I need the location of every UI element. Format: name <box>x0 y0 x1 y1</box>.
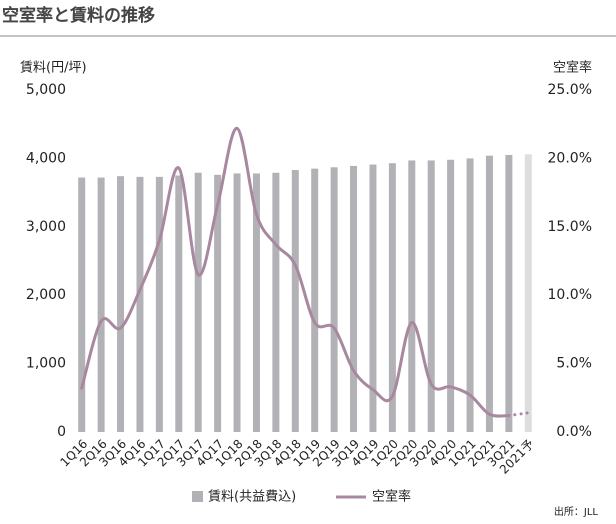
legend-label: 空室率 <box>372 489 411 505</box>
y-tick-label: 3,000 <box>26 219 66 235</box>
bar <box>447 159 455 432</box>
y-tick-label: 4,000 <box>26 150 66 166</box>
bar <box>136 176 144 432</box>
bar <box>388 163 396 433</box>
bar <box>466 158 474 432</box>
bar <box>427 160 435 432</box>
y-tick-label: 5,000 <box>26 82 66 98</box>
bar <box>408 160 416 432</box>
source: 出所：JLL <box>554 505 599 518</box>
y2-tick-label: 5.0% <box>556 356 592 372</box>
y-tick-label: 2,000 <box>26 287 66 303</box>
line <box>507 411 530 418</box>
bar <box>272 172 280 432</box>
bar <box>78 177 86 432</box>
y2-tick-label: 0.0% <box>556 424 592 440</box>
bar <box>524 154 532 432</box>
bar <box>214 174 222 433</box>
bar <box>291 170 299 432</box>
y2-tick-label: 20.0% <box>548 150 592 166</box>
bar <box>350 165 358 432</box>
bar <box>485 155 493 432</box>
chart-title: 空室率と賃料の推移 <box>2 5 155 26</box>
bar <box>194 172 202 432</box>
line <box>80 126 511 418</box>
bar <box>175 175 183 432</box>
bar <box>233 173 241 432</box>
bar <box>330 167 338 433</box>
bar <box>117 176 125 432</box>
bar <box>311 168 319 432</box>
bar <box>505 154 513 433</box>
legend-label: 賃料(共益費込) <box>208 490 296 505</box>
legend-swatch <box>192 491 203 502</box>
y-axis-label: 賃料(円/坪) <box>20 61 87 76</box>
y-tick-label: 0 <box>57 424 66 440</box>
bar <box>155 176 163 432</box>
y2-tick-label: 10.0% <box>548 287 592 303</box>
bar <box>97 177 105 432</box>
y2-tick-label: 25.0% <box>548 82 592 98</box>
y-tick-label: 1,000 <box>26 356 66 372</box>
y2-axis-label: 空室率 <box>553 60 592 76</box>
bar <box>369 164 377 432</box>
y2-tick-label: 15.0% <box>548 219 592 235</box>
bar <box>252 173 260 432</box>
